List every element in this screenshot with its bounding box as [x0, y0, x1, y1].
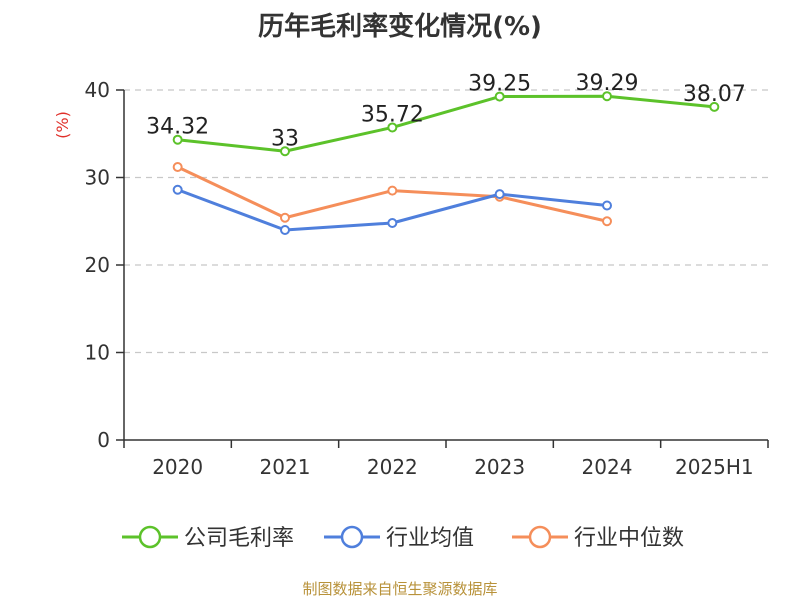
y-tick-label: 0: [97, 428, 110, 452]
legend-marker: [138, 525, 162, 549]
data-point: [172, 162, 183, 172]
data-label: 35.72: [361, 102, 424, 127]
data-point: [387, 122, 398, 133]
grid-lines: [124, 89, 768, 354]
x-tick-label: 2024: [582, 455, 633, 479]
data-point: [494, 189, 505, 200]
data-point: [387, 218, 398, 228]
data-point: [280, 146, 290, 157]
data-source-note: 制图数据来自恒生聚源数据库: [302, 580, 498, 598]
legend-marker: [528, 525, 552, 549]
data-point: [280, 212, 290, 223]
legend-item: 公司毛利率: [122, 525, 294, 551]
series: [172, 91, 720, 235]
legend: 公司毛利率 行业均值 行业中位数: [122, 525, 684, 551]
legend-item: 行业均值: [324, 525, 474, 551]
x-tick-label: 2025H1: [675, 455, 754, 479]
legend-label: 公司毛利率: [184, 526, 294, 551]
data-point: [602, 216, 612, 227]
series-line: [177, 94, 715, 153]
chart-title: 历年毛利率变化情况(%): [258, 12, 542, 42]
x-tick-label: 2021: [260, 455, 311, 479]
data-point: [494, 91, 505, 102]
x-tick-label: 2020: [152, 455, 203, 479]
data-point: [709, 101, 720, 112]
axes: 0 10 20 30 40 2020 2021 2022 2023 2024 2025H1: [85, 78, 769, 479]
data-point: [172, 134, 183, 145]
data-label: 38.07: [683, 82, 746, 107]
y-tick-label: 20: [85, 253, 110, 277]
data-label: 39.29: [576, 71, 639, 96]
data-point: [602, 91, 612, 102]
data-point: [387, 185, 398, 196]
y-tick-label: 40: [85, 78, 110, 102]
x-tick-label: 2022: [367, 455, 418, 479]
y-axis-unit-label: (%): [53, 111, 72, 139]
data-label: 34.32: [146, 115, 209, 140]
legend-marker: [340, 525, 364, 549]
y-tick-label: 30: [85, 166, 110, 190]
x-tick-label: 2023: [474, 455, 525, 479]
legend-label: 行业均值: [386, 526, 474, 551]
data-label: 39.25: [468, 72, 531, 97]
data-labels: 34.32 33 35.72 39.25 39.29 38.07: [146, 71, 746, 151]
data-point: [172, 184, 183, 195]
legend-item: 行业中位数: [512, 525, 684, 551]
data-label: 33: [271, 126, 299, 151]
data-point: [602, 200, 612, 211]
legend-label: 行业中位数: [574, 526, 684, 551]
y-tick-label: 10: [85, 341, 110, 365]
data-point: [280, 225, 290, 235]
